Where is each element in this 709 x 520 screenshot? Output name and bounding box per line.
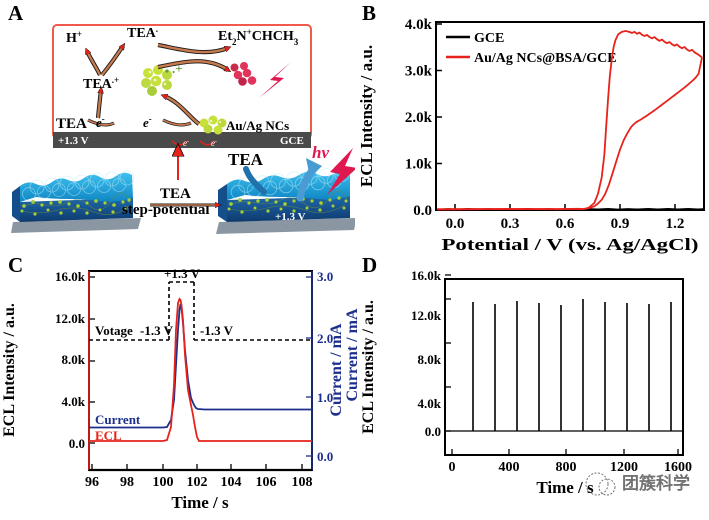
- svg-text:4.0k: 4.0k: [418, 396, 442, 411]
- svg-text:Au/Ag NCs@BSA/GCE: Au/Ag NCs@BSA/GCE: [474, 51, 617, 66]
- svg-text:-1.3 V: -1.3 V: [200, 323, 234, 338]
- svg-text:0.0: 0.0: [425, 424, 441, 439]
- svg-text:1200: 1200: [610, 460, 638, 475]
- svg-text:0.9: 0.9: [611, 216, 630, 232]
- svg-text:16.0k: 16.0k: [411, 268, 442, 283]
- svg-text:1600: 1600: [664, 460, 692, 475]
- svg-text:96: 96: [85, 475, 99, 490]
- svg-text:Time / s: Time / s: [536, 478, 594, 497]
- svg-text:0.0: 0.0: [69, 436, 85, 451]
- svg-text:3.0: 3.0: [317, 269, 333, 284]
- svg-text:3.0k: 3.0k: [405, 64, 433, 80]
- svg-text:98: 98: [120, 475, 134, 490]
- svg-text:16.0k: 16.0k: [55, 269, 86, 284]
- svg-text:Potential / V (vs. Ag/AgCl): Potential / V (vs. Ag/AgCl): [442, 235, 699, 254]
- svg-text:0.0: 0.0: [413, 203, 432, 219]
- svg-text:+1.3 V: +1.3 V: [58, 135, 89, 147]
- svg-text:Current / mA: Current / mA: [328, 323, 345, 416]
- svg-text:Time / s: Time / s: [171, 493, 229, 512]
- svg-text:GCE: GCE: [474, 31, 504, 46]
- svg-text:+1.3 V: +1.3 V: [275, 211, 306, 223]
- svg-text:ECL Intensity / a.u.: ECL Intensity / a.u.: [1, 303, 18, 437]
- svg-text:106: 106: [256, 475, 277, 490]
- svg-text:12.0k: 12.0k: [411, 308, 442, 323]
- svg-text:4.0k: 4.0k: [405, 17, 433, 33]
- svg-text:1.0k: 1.0k: [405, 157, 433, 173]
- svg-text:8.0k: 8.0k: [62, 352, 86, 367]
- svg-text:TEA: TEA: [160, 186, 191, 202]
- svg-text:0.6: 0.6: [556, 216, 575, 232]
- svg-text:12.0k: 12.0k: [55, 311, 86, 326]
- svg-text:0.3: 0.3: [501, 216, 520, 232]
- svg-text:400: 400: [499, 460, 520, 475]
- svg-text:hv: hv: [312, 143, 329, 162]
- svg-text:0.0: 0.0: [317, 449, 333, 464]
- svg-text:100: 100: [153, 475, 174, 490]
- svg-text:2.0k: 2.0k: [405, 110, 433, 126]
- svg-text:TEA: TEA: [228, 150, 264, 169]
- svg-text:+1.3 V: +1.3 V: [164, 266, 201, 281]
- svg-text:Au/Ag NCs: Au/Ag NCs: [226, 118, 289, 133]
- svg-text:TEA.: TEA.: [127, 24, 158, 41]
- svg-text:Current: Current: [95, 412, 141, 427]
- svg-text:-1.3 V: -1.3 V: [140, 323, 174, 338]
- svg-text:0.0: 0.0: [446, 216, 465, 232]
- svg-text:Votage: Votage: [95, 323, 133, 338]
- svg-text:8.0k: 8.0k: [418, 352, 442, 367]
- svg-text:4.0k: 4.0k: [62, 394, 86, 409]
- svg-text:TEA: TEA: [56, 116, 87, 132]
- svg-text:GCE: GCE: [280, 135, 304, 147]
- svg-text:ECL Intensity / a.u.: ECL Intensity / a.u.: [360, 300, 377, 434]
- svg-text:108: 108: [292, 475, 313, 490]
- svg-text:104: 104: [221, 475, 242, 490]
- svg-text:0: 0: [449, 460, 456, 475]
- svg-text:ECL Intensity / a.u.: ECL Intensity / a.u.: [358, 45, 376, 187]
- svg-text:800: 800: [556, 460, 577, 475]
- svg-text:1.2: 1.2: [666, 216, 685, 232]
- svg-text:102: 102: [187, 475, 208, 490]
